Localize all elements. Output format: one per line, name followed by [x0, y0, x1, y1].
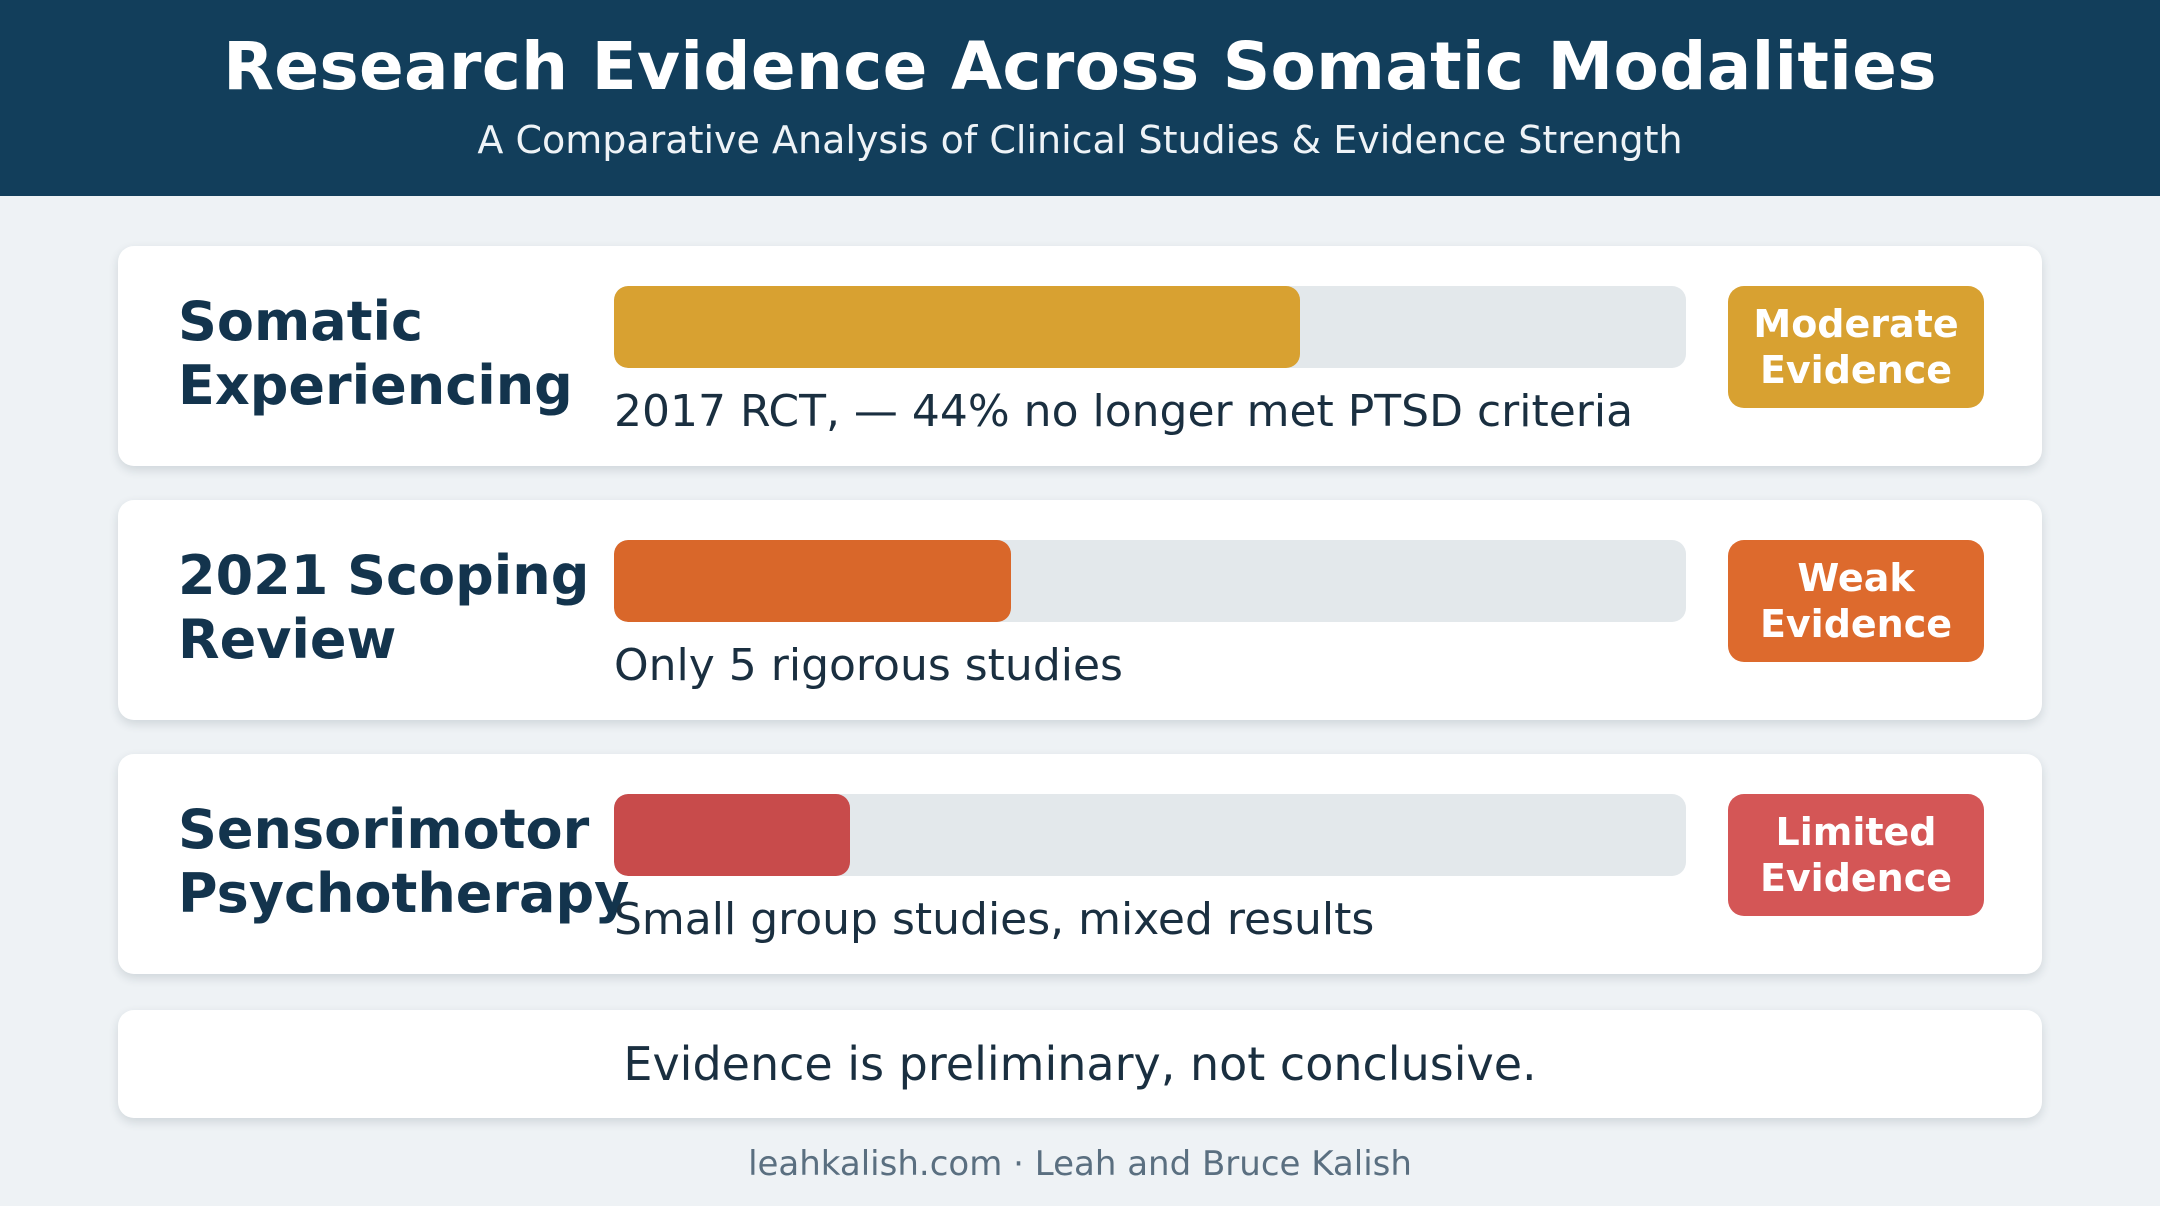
- modality-label: 2021 Scoping Review: [178, 544, 618, 672]
- badge-line: Evidence: [1759, 348, 1953, 392]
- study-detail: 2017 RCT, — 44% no longer met PTSD crite…: [614, 386, 1634, 437]
- page-title: Research Evidence Across Somatic Modalit…: [223, 28, 1937, 105]
- study-detail: Small group studies, mixed results: [614, 894, 1375, 945]
- conclusion-note: Evidence is preliminary, not conclusive.: [118, 1010, 2042, 1118]
- page-subtitle: A Comparative Analysis of Clinical Studi…: [477, 118, 1683, 162]
- header-banner: Research Evidence Across Somatic Modalit…: [0, 0, 2160, 196]
- evidence-card: Somatic Experiencing 2017 RCT, — 44% no …: [118, 246, 2042, 466]
- evidence-badge: Weak Evidence: [1728, 540, 1984, 662]
- modality-label: Somatic Experiencing: [178, 290, 618, 418]
- modality-label-line: 2021 Scoping: [178, 544, 590, 607]
- modality-label-line: Sensorimotor: [178, 798, 590, 861]
- bar-track: [614, 794, 1686, 876]
- evidence-badge: Moderate Evidence: [1728, 286, 1984, 408]
- evidence-bar: [614, 286, 1301, 368]
- badge-line: Limited: [1775, 810, 1937, 854]
- modality-label-line: Psychotherapy: [178, 862, 630, 925]
- evidence-bar: [614, 794, 850, 876]
- evidence-bar: [614, 540, 1011, 622]
- bar-track: [614, 540, 1686, 622]
- badge-line: Evidence: [1759, 856, 1953, 900]
- evidence-card: 2021 Scoping Review Only 5 rigorous stud…: [118, 500, 2042, 720]
- badge-line: Moderate: [1753, 302, 1959, 346]
- modality-label-line: Review: [178, 608, 397, 671]
- evidence-badge: Limited Evidence: [1728, 794, 1984, 916]
- footer-credit: leahkalish.com · Leah and Bruce Kalish: [748, 1144, 1412, 1184]
- modality-label-line: Somatic: [178, 290, 424, 353]
- modality-label: Sensorimotor Psychotherapy: [178, 798, 630, 926]
- study-detail: Only 5 rigorous studies: [614, 640, 1123, 691]
- bar-track: [614, 286, 1686, 368]
- badge-line: Evidence: [1759, 602, 1953, 646]
- evidence-card: Sensorimotor Psychotherapy Small group s…: [118, 754, 2042, 974]
- modality-label-line: Experiencing: [178, 354, 573, 417]
- badge-line: Weak: [1797, 556, 1915, 600]
